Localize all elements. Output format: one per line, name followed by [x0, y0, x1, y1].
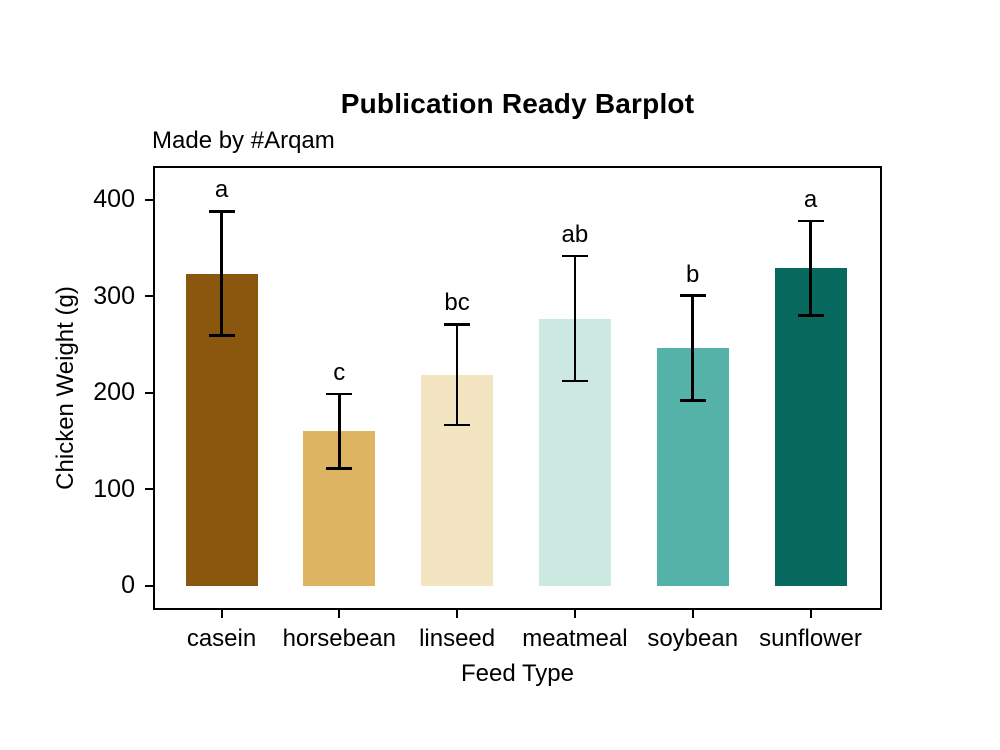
x-axis-tick — [456, 610, 459, 618]
error-bar-cap-top-linseed — [444, 323, 471, 326]
significance-letter-meatmeal: ab — [561, 220, 589, 248]
error-bar-meatmeal — [573, 255, 577, 382]
error-bar-cap-bottom-soybean — [679, 399, 706, 402]
y-axis-tick-label: 0 — [121, 571, 135, 600]
y-axis-tick-label: 200 — [93, 378, 135, 407]
y-axis-tick — [145, 488, 153, 491]
chart-title: Publication Ready Barplot — [340, 88, 695, 119]
plot-panel-border — [153, 166, 882, 610]
y-axis-tick — [145, 295, 153, 298]
error-bar-horsebean — [338, 393, 341, 469]
error-bar-cap-bottom-linseed — [444, 423, 471, 427]
plot-area: 0 100 200 300 400 a casein c horsebean bc linseed a… — [93, 166, 882, 652]
error-bar-cap-top-sunflower — [797, 219, 824, 223]
significance-letter-linseed: bc — [444, 289, 470, 317]
significance-letter-horsebean: c — [333, 358, 346, 386]
bar-sunflower — [774, 268, 847, 586]
x-axis-tick-label-linseed: linseed — [419, 625, 496, 652]
chart-subtitle: Made by #Arqam — [152, 127, 335, 154]
significance-letter-sunflower: a — [803, 186, 818, 214]
error-bar-cap-bottom-horsebean — [326, 467, 353, 470]
y-axis-tick-label: 100 — [93, 474, 135, 503]
x-axis-tick — [338, 610, 341, 618]
x-axis-tick-label-horsebean: horsebean — [282, 625, 397, 652]
error-bar-cap-bottom-casein — [208, 334, 235, 337]
x-axis-tick-label-soybean: soybean — [647, 625, 739, 652]
x-axis-tick-label-sunflower: sunflower — [759, 625, 862, 652]
error-bar-linseed — [455, 324, 459, 426]
x-axis-tick-label-casein: casein — [186, 625, 257, 652]
y-axis-tick — [145, 391, 153, 394]
x-axis-tick-label-meatmeal: meatmeal — [522, 625, 628, 652]
x-axis-tick — [809, 610, 812, 618]
error-bar-cap-bottom-sunflower — [797, 314, 824, 317]
x-axis-tick — [691, 610, 694, 618]
y-axis-tick-label: 300 — [93, 281, 135, 310]
error-bar-casein — [220, 211, 223, 336]
error-bar-cap-bottom-meatmeal — [561, 379, 588, 383]
error-bar-soybean — [691, 295, 694, 401]
y-axis-tick — [145, 584, 153, 587]
error-bar-cap-top-casein — [208, 210, 235, 213]
y-axis-tick — [145, 198, 153, 201]
significance-letter-casein: a — [214, 176, 229, 204]
y-axis-tick-label: 400 — [93, 185, 135, 214]
x-axis-tick — [573, 610, 576, 618]
x-axis-title: Feed Type — [461, 660, 574, 687]
error-bar-sunflower — [809, 221, 812, 316]
significance-letter-soybean: b — [686, 260, 700, 288]
error-bar-cap-top-soybean — [679, 294, 706, 297]
y-axis-title: Chicken Weight (g) — [52, 286, 79, 490]
x-axis-tick — [220, 610, 223, 618]
error-bar-cap-top-meatmeal — [561, 254, 588, 258]
error-bar-cap-top-horsebean — [326, 392, 353, 396]
